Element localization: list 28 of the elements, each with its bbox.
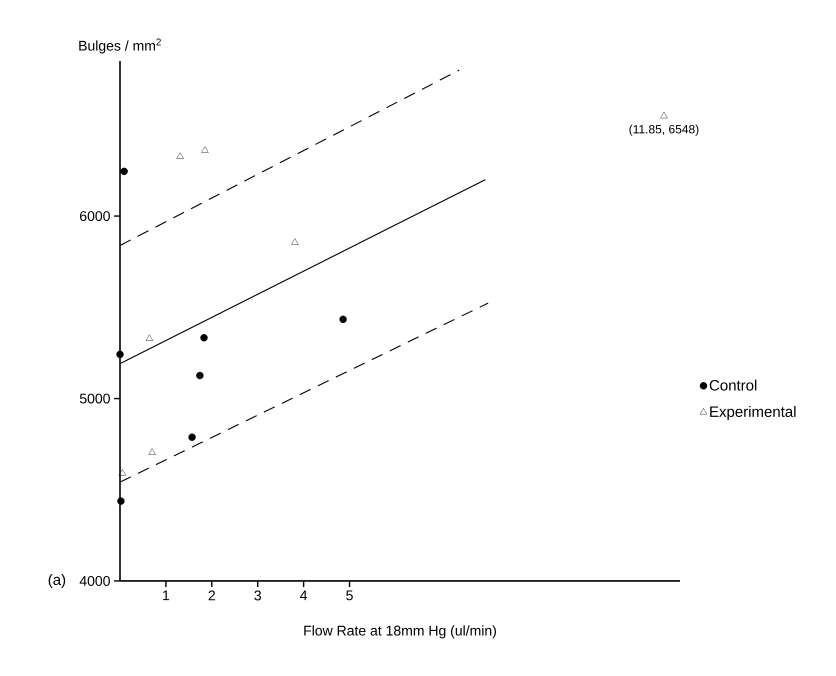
- point: [176, 152, 184, 159]
- point: [196, 372, 204, 380]
- point: [120, 168, 128, 176]
- point: [116, 350, 124, 358]
- x-tick-label: 5: [346, 590, 353, 600]
- point: [148, 448, 156, 455]
- text: (a): [48, 574, 66, 588]
- y-tick-label: 5000: [80, 394, 110, 404]
- point: [188, 434, 196, 441]
- y-tick-label: 6000: [80, 211, 110, 222]
- y-tick-label: 4000: [80, 576, 110, 586]
- point: [339, 316, 347, 324]
- point: [146, 334, 154, 341]
- point: [200, 334, 208, 342]
- legend-label: Control: [710, 380, 756, 391]
- annotation: (11.85, 6548): [629, 124, 698, 136]
- x-axis-title: Flow Rate at 18mm Hg (ul/min): [304, 625, 496, 638]
- point: [117, 497, 125, 505]
- point: [291, 238, 299, 245]
- legend-label: Experimental: [710, 406, 796, 420]
- x-tick-label: 3: [254, 590, 261, 600]
- x-tick-label: 2: [208, 590, 215, 600]
- point: [660, 112, 668, 118]
- x-tick-label: 1: [163, 590, 170, 600]
- y-axis-title: Bulges / mm$^{2}$: [79, 38, 161, 54]
- point: [201, 146, 209, 153]
- point: [118, 469, 126, 476]
- x-tick-label: 4: [300, 590, 308, 600]
